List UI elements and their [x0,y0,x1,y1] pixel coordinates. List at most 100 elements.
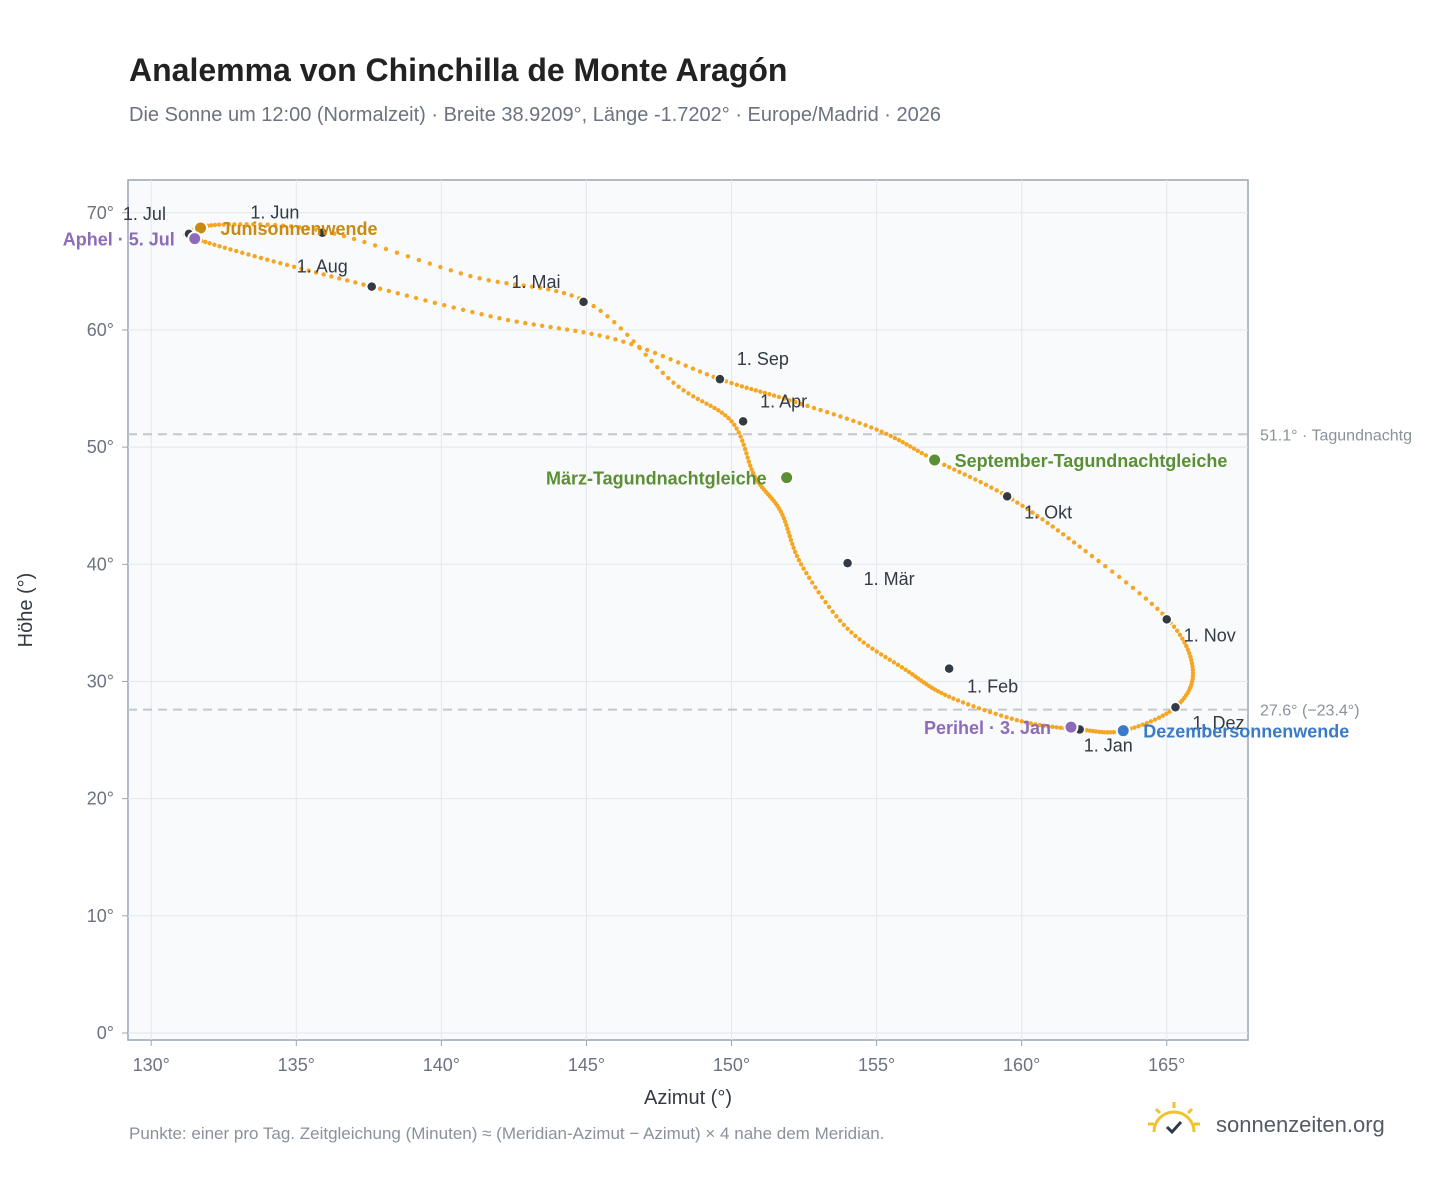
day-point [939,690,944,696]
day-point [695,396,700,402]
day-point [1037,722,1042,728]
day-point [329,274,334,279]
day-point [771,393,777,398]
day-point [203,239,208,245]
day-point [1164,711,1169,716]
day-point [955,698,961,703]
day-point [1066,536,1071,541]
day-point [742,446,748,452]
brand-link[interactable]: sonnenzeiten.org [1146,1100,1406,1150]
day-point [538,285,543,291]
day-point [273,222,278,228]
day-point [923,453,929,458]
x-tick-label: 150° [713,1055,750,1075]
day-point [251,222,256,227]
day-point [861,640,866,645]
day-point [652,350,658,356]
day-point [1110,569,1115,574]
day-point [321,272,326,277]
day-point [726,415,731,421]
month-label: 1. Aug [297,257,348,277]
day-point [668,357,673,362]
day-point [529,284,535,289]
day-point [845,626,850,631]
day-point [994,488,999,493]
day-point [1083,549,1088,554]
day-point [834,614,839,619]
day-point [989,485,994,490]
day-point [671,380,676,385]
day-point [799,401,804,407]
x-tick-label: 140° [423,1055,460,1075]
day-point [801,566,806,571]
day-point [512,282,518,287]
day-point [957,469,962,475]
day-point [884,431,889,437]
day-point [824,409,830,415]
day-point [299,266,304,271]
day-point [830,609,835,614]
x-tick-label: 165° [1148,1055,1185,1075]
day-point [1189,661,1195,666]
day-point [539,323,545,328]
day-point [899,665,905,670]
reference-lines: 51.1° · Tagundnachtg 27.6° (−23.4°) [128,427,1412,720]
day-point [895,662,901,668]
day-point [951,696,956,701]
day-point [750,470,756,476]
day-point [505,317,511,323]
day-point [1019,719,1024,724]
day-point [644,347,650,353]
day-point [712,405,717,411]
day-point [291,264,297,270]
day-point [1015,500,1020,505]
day-point [1123,580,1129,585]
day-point [451,305,456,310]
day-point [915,448,921,454]
day-point [1071,540,1077,545]
day-point [1084,728,1089,733]
day-point [1030,510,1035,515]
month-label: 1. Jul [123,204,166,224]
day-point [1004,714,1009,720]
month-marker [714,373,726,385]
day-point [841,622,847,628]
day-point [787,398,792,403]
month-marker [1161,613,1173,626]
x-tick-label: 130° [133,1055,170,1075]
day-point [612,319,617,325]
day-point [865,643,871,648]
day-point [947,464,952,470]
month-marker [1169,701,1182,713]
day-point [697,369,703,374]
day-point [993,711,998,717]
x-tick-label: 155° [858,1055,895,1075]
day-point [655,364,660,370]
day-point [1180,636,1185,641]
day-point [942,692,948,698]
y-tick-label: 30° [87,671,114,691]
day-point [488,314,493,319]
day-point [790,541,795,547]
day-point [745,455,750,460]
month-label: 1. Feb [967,677,1018,697]
day-point [1189,657,1194,663]
day-point [569,293,574,298]
day-point [813,585,818,590]
reference-line-label: 27.6° (−23.4°) [1260,703,1360,720]
day-point [523,320,528,326]
event-label: März-Tagundnachtgleiche [546,469,767,489]
day-point [776,394,782,400]
day-point [874,649,879,654]
month-marker [577,296,590,308]
day-point [470,309,475,315]
day-point [660,353,666,359]
day-point [1185,647,1191,652]
day-point [1020,503,1025,509]
plot-area [127,179,1249,1041]
day-point [788,537,794,543]
day-point [362,239,367,245]
day-point [546,287,551,292]
day-point [863,423,868,428]
